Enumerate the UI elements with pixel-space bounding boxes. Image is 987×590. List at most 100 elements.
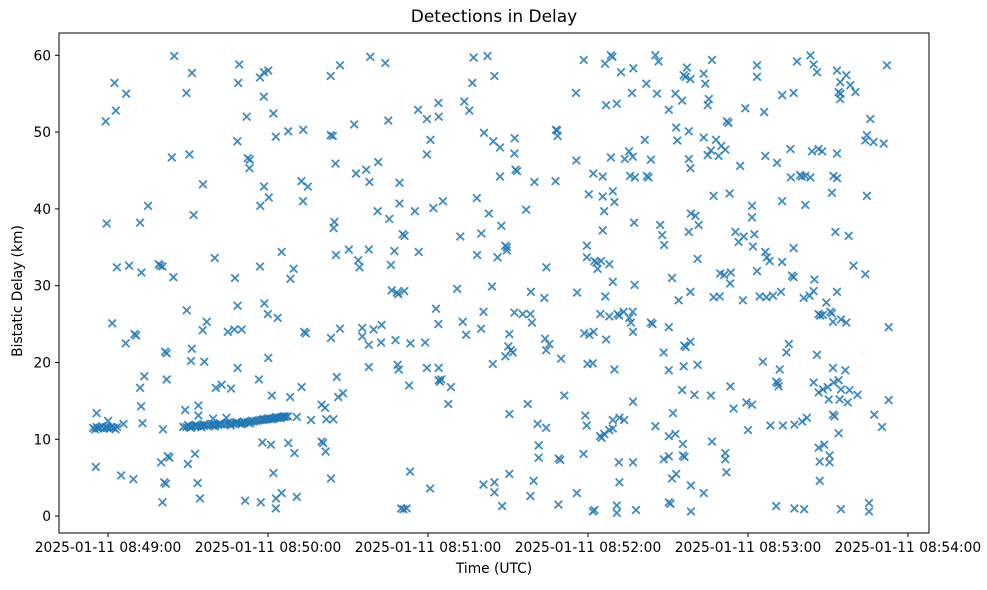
data-point: [527, 318, 537, 328]
data-point: [529, 476, 539, 486]
data-point: [600, 291, 610, 301]
data-point: [244, 419, 254, 429]
data-point: [646, 155, 656, 165]
data-point: [809, 275, 819, 284]
data-point: [502, 242, 512, 252]
data-point: [684, 126, 694, 136]
data-point: [229, 325, 239, 334]
data-point: [720, 145, 730, 155]
data-point: [208, 414, 218, 424]
data-point: [182, 305, 192, 315]
data-point: [584, 189, 594, 199]
data-point: [596, 256, 606, 266]
data-point: [326, 130, 336, 140]
data-point: [624, 146, 634, 156]
data-point: [555, 455, 565, 465]
data-point: [386, 260, 396, 270]
data-point: [644, 172, 653, 182]
data-point: [862, 130, 872, 140]
data-point: [877, 422, 887, 432]
data-point: [335, 60, 345, 70]
data-point: [365, 52, 375, 62]
data-point: [667, 273, 677, 283]
data-point: [685, 337, 695, 347]
data-point: [211, 383, 221, 393]
data-point: [236, 419, 246, 429]
data-point: [464, 106, 474, 116]
data-point: [553, 500, 563, 510]
data-point: [523, 399, 533, 409]
data-point: [599, 429, 609, 439]
data-point: [351, 169, 361, 179]
data-point: [882, 60, 892, 70]
data-point: [719, 270, 729, 280]
data-point: [257, 437, 267, 447]
data-point: [155, 261, 165, 271]
data-point: [829, 378, 838, 387]
data-point: [121, 338, 131, 348]
data-point: [428, 203, 438, 213]
data-point: [349, 119, 359, 129]
data-point: [230, 273, 240, 283]
data-point: [277, 488, 287, 498]
data-point: [641, 79, 651, 89]
data-point: [777, 196, 787, 206]
data-point: [210, 253, 220, 263]
data-point: [376, 338, 386, 347]
data-point: [259, 182, 269, 192]
data-point: [589, 505, 599, 515]
data-point: [659, 454, 669, 464]
data-point: [579, 328, 589, 338]
data-point: [210, 422, 220, 432]
data-point: [772, 158, 782, 168]
data-point: [730, 227, 740, 237]
data-point: [604, 311, 614, 321]
data-point: [198, 179, 208, 189]
data-point: [187, 68, 197, 78]
data-point: [588, 358, 598, 368]
data-point: [191, 420, 201, 430]
data-point: [775, 364, 785, 374]
data-point: [244, 163, 254, 173]
x-axis-label: Time (UTC): [455, 561, 533, 577]
data-point: [685, 287, 695, 297]
data-point: [328, 131, 338, 141]
data-point: [268, 468, 278, 478]
data-point: [116, 470, 126, 480]
data-point: [119, 419, 128, 429]
data-point: [640, 135, 650, 145]
data-point: [306, 415, 316, 425]
data-point: [706, 391, 716, 400]
data-point: [190, 449, 200, 459]
data-point: [860, 136, 870, 145]
data-point: [383, 116, 393, 126]
data-point: [328, 414, 338, 424]
data-point: [183, 459, 193, 469]
data-point: [387, 285, 397, 295]
data-point: [765, 256, 775, 266]
data-point: [650, 421, 660, 431]
data-point: [832, 149, 842, 159]
data-point: [139, 371, 149, 381]
data-point: [628, 63, 638, 73]
data-point: [620, 154, 630, 164]
data-point: [331, 159, 340, 169]
data-point: [628, 307, 638, 317]
y-tick-label: 10: [33, 432, 51, 448]
data-point: [699, 69, 709, 79]
data-point: [655, 220, 665, 230]
data-point: [472, 250, 482, 260]
data-point: [196, 422, 206, 432]
data-point: [671, 123, 681, 132]
data-point: [706, 146, 716, 155]
data-point: [832, 66, 842, 76]
data-point: [395, 178, 404, 188]
data-point: [598, 225, 608, 235]
data-point: [438, 196, 448, 206]
data-point: [237, 325, 247, 334]
data-point: [606, 152, 616, 162]
data-point: [103, 416, 113, 426]
data-point: [689, 390, 699, 400]
chart-title: Detections in Delay: [410, 7, 578, 27]
data-point: [259, 92, 269, 102]
